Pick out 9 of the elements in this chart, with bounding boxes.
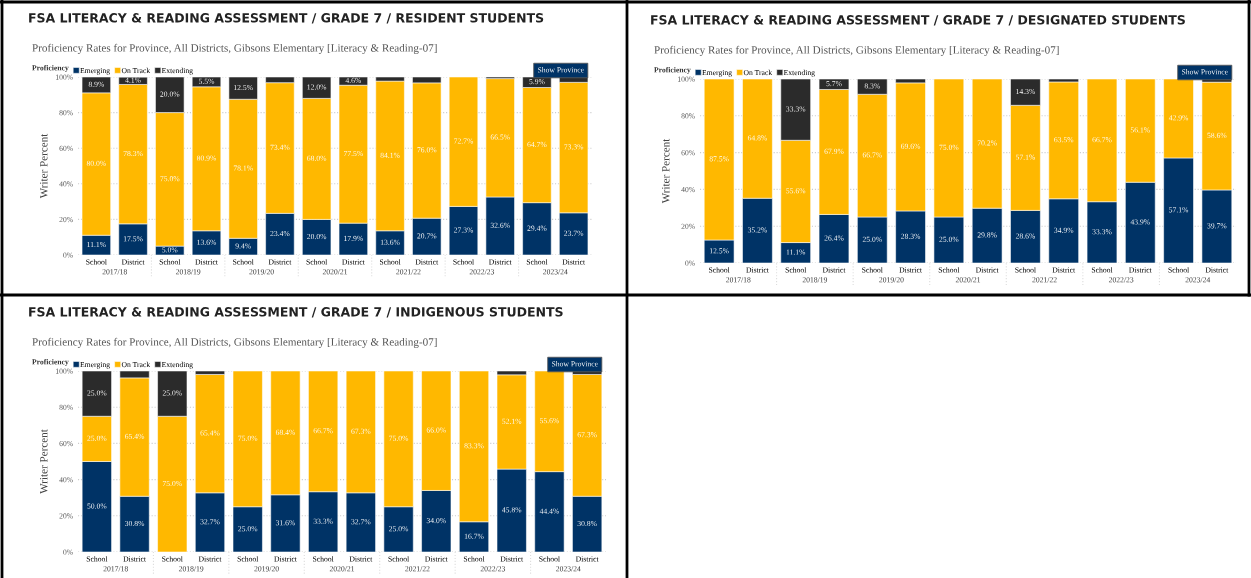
chart-subtitle: Proficiency Rates for Province, All Districts, Gibsons Elementary [Literacy & Reading-07] (32, 43, 437, 54)
y-axis-title: Writer Percent (40, 429, 48, 494)
chart-subtitle: Proficiency Rates for Province, All Districts, Gibsons Elementary [Literacy & Reading-07] (654, 45, 1059, 56)
chart-title: FSA LITERACY & READING ASSESSMENT / GRADE 7 / DESIGNATED STUDENTS (651, 15, 1185, 26)
chart-title: FSA LITERACY & READING ASSESSMENT / GRADE 7 / INDIGENOUS STUDENTS (29, 307, 563, 318)
chart-subtitle: Proficiency Rates for Province, All Districts, Gibsons Elementary [Literacy & Reading-07] (32, 337, 437, 348)
y-axis-title: Writer Percent (662, 138, 670, 204)
chart-title: FSA LITERACY & READING ASSESSMENT / GRADE 7 / RESIDENT STUDENTS (29, 13, 544, 24)
y-axis-title: Writer Percent (40, 133, 48, 199)
